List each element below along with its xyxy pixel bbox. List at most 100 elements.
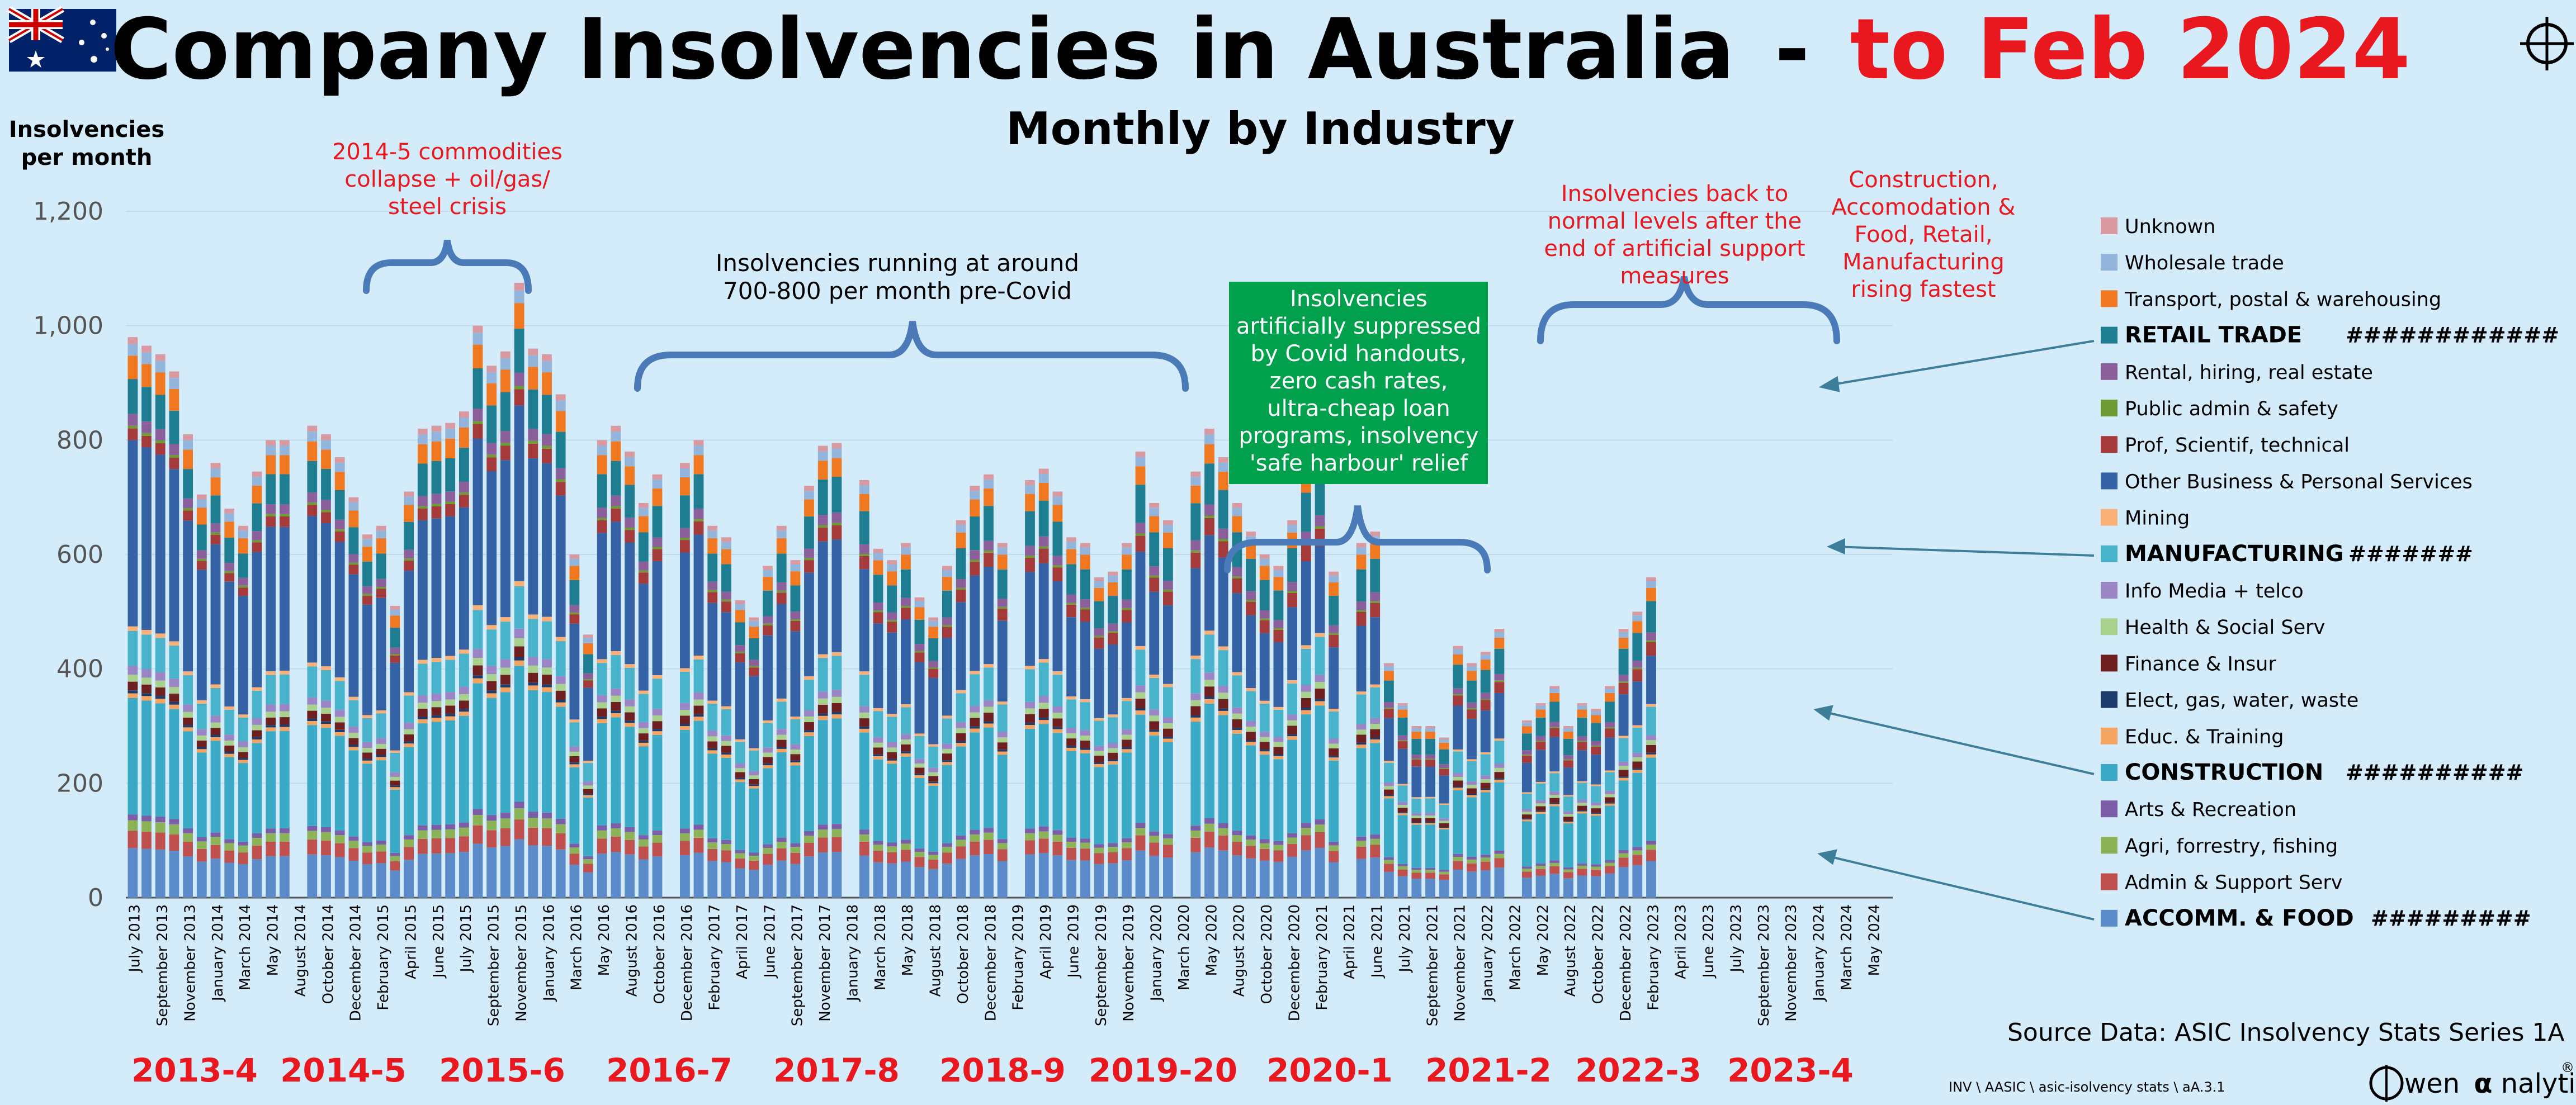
bar-segment xyxy=(1301,685,1311,692)
bar-segment xyxy=(1521,866,1532,869)
bar-segment xyxy=(569,558,580,566)
bar-segment xyxy=(1273,756,1284,760)
bar-segment xyxy=(376,553,386,579)
bar-segment xyxy=(252,471,262,477)
bar-segment xyxy=(914,644,925,651)
bar-segment xyxy=(210,688,221,716)
bar-segment xyxy=(638,742,649,747)
bar-segment xyxy=(486,693,497,698)
bar-segment xyxy=(155,633,166,638)
bar-segment xyxy=(280,828,290,833)
bar-segment xyxy=(1135,828,1146,836)
bar-segment xyxy=(942,625,952,627)
bar-segment xyxy=(1038,703,1049,709)
bar-segment xyxy=(1094,601,1104,629)
bar-segment xyxy=(984,832,994,840)
x-tick-label: October 2018 xyxy=(955,904,972,1004)
bar-segment xyxy=(528,827,538,846)
bar-segment xyxy=(1646,577,1656,581)
bar-segment xyxy=(817,461,828,480)
bar-segment xyxy=(500,818,511,828)
bar-segment xyxy=(376,748,386,755)
bar-segment xyxy=(1618,682,1629,695)
bar-segment xyxy=(417,825,428,831)
bar-segment xyxy=(1425,798,1435,813)
bar-segment xyxy=(831,656,842,690)
bar-segment xyxy=(1521,720,1532,723)
bar-segment xyxy=(404,695,414,723)
bar-segment xyxy=(404,505,414,522)
bar-segment xyxy=(183,842,193,857)
bar-segment xyxy=(362,760,372,764)
bar-segment xyxy=(445,829,456,838)
bar-segment xyxy=(445,824,456,829)
bar-segment xyxy=(1259,566,1270,580)
bar-segment xyxy=(1411,738,1422,755)
bar-segment xyxy=(486,625,497,630)
bar-segment xyxy=(625,528,635,530)
bar-segment xyxy=(1453,870,1463,898)
bar-segment xyxy=(901,704,911,708)
bar-segment xyxy=(169,646,179,679)
bar-segment xyxy=(500,622,511,660)
bar-segment xyxy=(1108,764,1118,843)
bar-segment xyxy=(1329,845,1339,851)
bar-segment xyxy=(514,303,524,329)
bar-segment xyxy=(127,337,138,344)
bar-segment xyxy=(1521,812,1532,815)
bar-segment xyxy=(583,643,593,655)
bar-segment xyxy=(956,525,966,533)
bar-segment xyxy=(928,851,939,855)
bar-segment xyxy=(1052,567,1063,581)
bar-segment xyxy=(569,719,580,723)
bar-segment xyxy=(542,684,552,687)
bar-segment xyxy=(321,670,331,701)
fiscal-year-label: 2019-20 xyxy=(1089,1051,1237,1089)
x-tick-label: June 2019 xyxy=(1065,904,1082,979)
bar-segment xyxy=(817,852,828,898)
bar-segment xyxy=(652,561,663,675)
bar-segment xyxy=(569,756,580,763)
bar-segment xyxy=(445,699,456,706)
legend-label: Rental, hiring, real estate xyxy=(2125,362,2373,384)
bar-segment xyxy=(528,682,538,686)
bar-segment xyxy=(1287,525,1297,533)
bar-segment xyxy=(1480,754,1491,776)
bar-segment xyxy=(997,701,1008,705)
bar-segment xyxy=(334,736,345,831)
bar-segment xyxy=(252,503,262,532)
bar-segment xyxy=(1135,649,1146,686)
bar-segment xyxy=(280,514,290,516)
bar-segment xyxy=(500,812,511,819)
bar-segment xyxy=(1577,803,1587,806)
bar-segment xyxy=(307,704,318,711)
bar-segment xyxy=(196,550,207,559)
bar-segment xyxy=(721,709,731,736)
bar-segment xyxy=(1356,610,1367,612)
bar-segment xyxy=(914,652,925,662)
bar-segment xyxy=(693,521,704,535)
x-tick-label: July 2023 xyxy=(1728,904,1745,973)
bar-segment xyxy=(1467,680,1477,703)
bar-segment xyxy=(348,562,359,565)
bar-segment xyxy=(1163,687,1173,718)
bar-segment xyxy=(804,730,814,733)
bar-segment xyxy=(183,449,193,469)
bar-segment xyxy=(970,834,980,842)
bar-segment xyxy=(970,726,980,729)
bar-segment xyxy=(790,631,801,717)
bar-segment xyxy=(445,656,456,660)
bar-segment xyxy=(1108,748,1118,753)
bar-segment xyxy=(486,681,497,691)
bar-segment xyxy=(280,856,290,898)
bar-segment xyxy=(1329,596,1339,625)
bar-segment xyxy=(1094,762,1104,764)
bar-segment xyxy=(1025,572,1035,666)
bar-segment xyxy=(707,525,718,531)
bar-segment xyxy=(362,594,372,596)
bar-segment xyxy=(1521,755,1532,763)
y-tick-label: 600 xyxy=(56,540,103,569)
bar-segment xyxy=(583,634,593,638)
bar-segment xyxy=(1397,748,1408,784)
bar-segment xyxy=(1480,655,1491,660)
